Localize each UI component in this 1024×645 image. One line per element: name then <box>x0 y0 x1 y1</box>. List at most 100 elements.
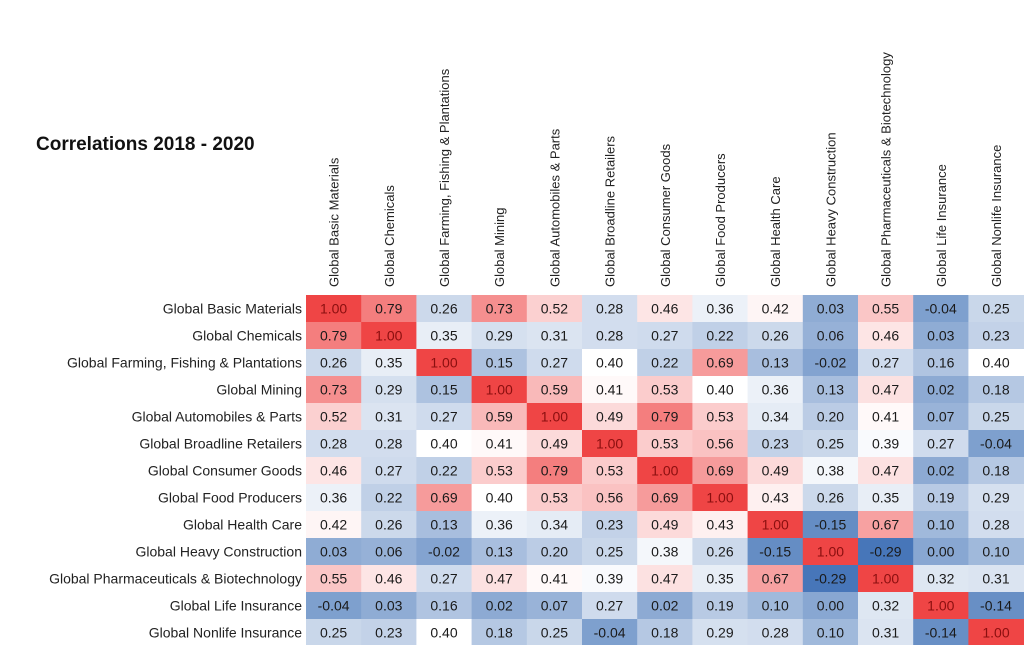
heatmap-cell <box>416 538 473 566</box>
cell-value-label: 0.16 <box>430 598 457 614</box>
heatmap-cell <box>526 403 583 431</box>
heatmap-cell <box>306 619 362 645</box>
cell-value-label: 0.23 <box>375 625 402 641</box>
heatmap-cell <box>968 511 1024 539</box>
cell-value-label: 0.25 <box>541 625 568 641</box>
cell-value-label: 0.26 <box>762 328 789 344</box>
cell-value-label: 0.22 <box>430 463 457 479</box>
column-label: Global Health Care <box>768 176 783 287</box>
heatmap-cell <box>747 430 804 458</box>
heatmap-cell <box>416 349 473 377</box>
cell-value-label: 0.36 <box>762 382 789 398</box>
cell-value-label: 0.47 <box>651 571 678 587</box>
heatmap-cell <box>692 349 749 377</box>
heatmap-cell <box>692 619 749 645</box>
cell-value-label: 0.42 <box>320 517 347 533</box>
heatmap-cell <box>913 511 969 539</box>
cell-value-label: 0.02 <box>486 598 513 614</box>
cell-value-label: 0.03 <box>817 301 844 317</box>
heatmap-cell <box>913 538 969 566</box>
cell-value-label: -0.02 <box>814 355 846 371</box>
cell-value-label: 0.02 <box>651 598 678 614</box>
heatmap-cell <box>802 484 859 512</box>
heatmap-cell <box>858 376 914 404</box>
cell-value-label: 0.43 <box>762 490 789 506</box>
cell-value-label: 0.46 <box>375 571 402 587</box>
cell-value-label: 0.49 <box>762 463 789 479</box>
heatmap-cell <box>471 457 528 485</box>
heatmap-cell <box>913 322 969 350</box>
heatmap-cell <box>526 295 583 323</box>
cell-value-label: 1.00 <box>541 409 568 425</box>
cell-value-label: 0.29 <box>706 625 733 641</box>
row-label: Global Heavy Construction <box>135 544 302 560</box>
cell-value-label: 0.47 <box>872 382 899 398</box>
heatmap-cell <box>637 295 693 323</box>
heatmap-cell <box>582 565 638 593</box>
cell-value-label: 0.29 <box>486 328 513 344</box>
row-label: Global Farming, Fishing & Plantations <box>67 355 302 371</box>
cell-value-label: 0.26 <box>430 301 457 317</box>
heatmap-cell <box>306 457 362 485</box>
heatmap-cell <box>361 322 417 350</box>
heatmap-cell <box>747 403 804 431</box>
heatmap-cell <box>416 592 473 620</box>
cell-value-label: 0.52 <box>320 409 347 425</box>
heatmap-cell <box>582 484 638 512</box>
cell-value-label: 0.69 <box>430 490 457 506</box>
cell-value-label: -0.29 <box>814 571 846 587</box>
cell-value-label: 0.55 <box>320 571 347 587</box>
heatmap-cell <box>526 349 583 377</box>
cell-value-label: 0.47 <box>486 571 513 587</box>
heatmap-cell <box>471 376 528 404</box>
heatmap-cell <box>582 322 638 350</box>
cell-value-label: 0.28 <box>762 625 789 641</box>
cell-value-label: 1.00 <box>982 625 1009 641</box>
cell-value-label: -0.04 <box>925 301 957 317</box>
column-label: Global Food Producers <box>713 153 728 287</box>
cell-value-label: 0.69 <box>651 490 678 506</box>
cell-value-label: 0.18 <box>486 625 513 641</box>
cell-value-label: 0.40 <box>430 625 457 641</box>
heatmap-cell <box>637 511 693 539</box>
heatmap-cell <box>471 430 528 458</box>
heatmap-cell <box>692 511 749 539</box>
heatmap-cell <box>361 592 417 620</box>
heatmap-cell <box>692 592 749 620</box>
heatmap-cell <box>968 484 1024 512</box>
cell-value-label: 0.20 <box>817 409 844 425</box>
cell-value-label: 0.25 <box>817 436 844 452</box>
cell-value-label: 0.31 <box>541 328 568 344</box>
row-label: Global Basic Materials <box>163 301 302 317</box>
heatmap-cell <box>306 430 362 458</box>
cell-value-label: 0.38 <box>817 463 844 479</box>
cell-value-label: 0.27 <box>375 463 402 479</box>
heatmap-cell <box>637 565 693 593</box>
heatmap-cell <box>692 430 749 458</box>
cell-value-label: 0.18 <box>651 625 678 641</box>
cell-value-label: 0.53 <box>541 490 568 506</box>
heatmap-cell <box>692 538 749 566</box>
heatmap-cell <box>416 565 473 593</box>
heatmap-cell <box>692 565 749 593</box>
cell-value-label: 0.42 <box>762 301 789 317</box>
heatmap-cell <box>802 403 859 431</box>
cell-value-label: 0.29 <box>982 490 1009 506</box>
cell-value-label: 0.23 <box>596 517 623 533</box>
row-label: Global Broadline Retailers <box>139 436 302 452</box>
heatmap-cell <box>802 619 859 645</box>
cell-value-label: 0.15 <box>430 382 457 398</box>
cell-value-label: 0.15 <box>486 355 513 371</box>
cell-value-label: 0.69 <box>706 355 733 371</box>
cell-value-label: 0.67 <box>872 517 899 533</box>
cell-value-label: 0.69 <box>706 463 733 479</box>
heatmap-cell <box>747 457 804 485</box>
cell-value-label: 0.73 <box>320 382 347 398</box>
cell-value-label: 0.53 <box>706 409 733 425</box>
heatmap-cell <box>858 511 914 539</box>
cell-value-label: 0.47 <box>872 463 899 479</box>
cell-value-label: 1.00 <box>596 436 623 452</box>
heatmap-cell <box>526 511 583 539</box>
heatmap-cell <box>306 592 362 620</box>
cell-value-label: 0.52 <box>541 301 568 317</box>
